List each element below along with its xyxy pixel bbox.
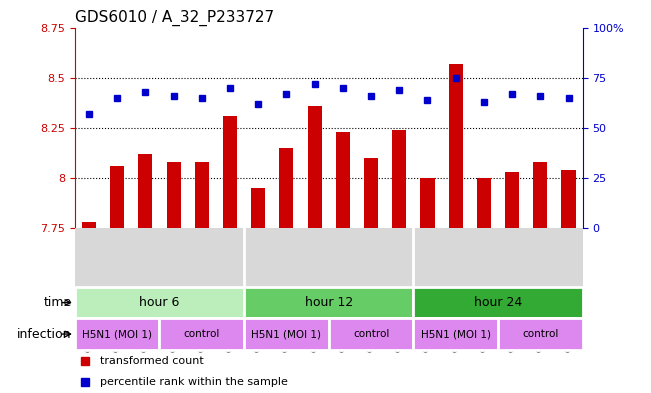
Bar [244, 287, 413, 318]
Bar [167, 162, 181, 228]
Bar [449, 64, 463, 228]
Bar [329, 318, 413, 350]
Text: percentile rank within the sample: percentile rank within the sample [100, 377, 288, 387]
Text: H5N1 (MOI 1): H5N1 (MOI 1) [421, 329, 491, 339]
Bar [159, 318, 244, 350]
Bar [223, 116, 237, 228]
Bar [244, 318, 329, 350]
Bar [110, 166, 124, 228]
Bar [82, 222, 96, 228]
Bar [364, 158, 378, 228]
Text: H5N1 (MOI 1): H5N1 (MOI 1) [82, 329, 152, 339]
Text: control: control [184, 329, 220, 339]
Bar [533, 162, 547, 228]
Bar [413, 287, 583, 318]
Bar [477, 178, 491, 228]
Text: transformed count: transformed count [100, 356, 204, 365]
Bar [392, 130, 406, 228]
Text: infection: infection [17, 327, 72, 341]
Bar [413, 318, 498, 350]
Text: H5N1 (MOI 1): H5N1 (MOI 1) [251, 329, 322, 339]
Bar [498, 318, 583, 350]
Bar [195, 162, 209, 228]
Text: GDS6010 / A_32_P233727: GDS6010 / A_32_P233727 [75, 10, 274, 26]
Bar [251, 188, 266, 228]
Text: hour 24: hour 24 [474, 296, 522, 309]
Bar [75, 287, 244, 318]
Bar [336, 132, 350, 228]
Text: control: control [353, 329, 389, 339]
Bar [279, 148, 294, 228]
Text: hour 12: hour 12 [305, 296, 353, 309]
Text: control: control [522, 329, 559, 339]
Bar [75, 318, 159, 350]
Bar [561, 170, 575, 228]
Bar [139, 154, 152, 228]
Text: hour 6: hour 6 [139, 296, 180, 309]
Bar [505, 172, 519, 228]
Text: time: time [44, 296, 72, 309]
Bar [421, 178, 435, 228]
Bar [307, 106, 322, 228]
